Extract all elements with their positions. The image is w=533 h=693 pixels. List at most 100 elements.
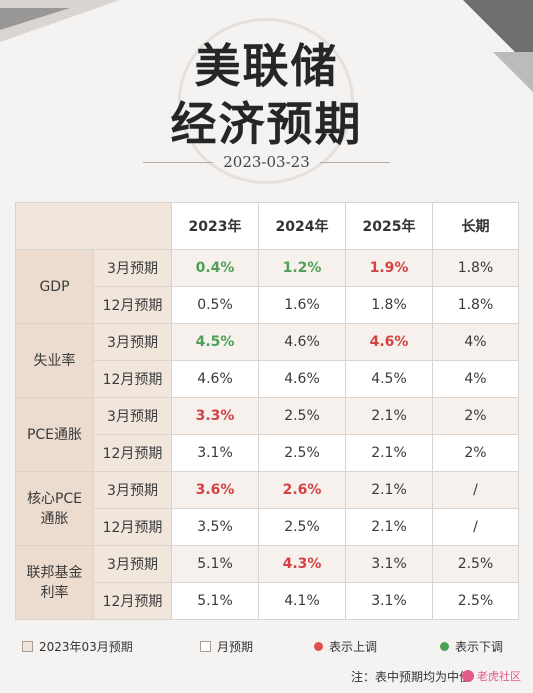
seal-watermark [178,18,354,184]
cell-value: 4.3% [282,556,322,572]
cell-value: 2% [464,445,487,461]
forecast-period-label: 12月预期 [93,434,172,472]
legend-white-label: 月预期 [217,640,254,654]
cell-value: 2.1% [371,445,407,461]
table-cell: 2% [432,434,519,472]
forecast-period-label: 12月预期 [93,508,172,546]
forecast-period-label: 12月预期 [93,286,172,324]
table-cell: 2.5% [258,508,346,546]
table-cell: 1.8% [432,249,519,287]
report-date: 2023-03-23 [223,153,310,171]
cell-value: 4.5% [371,371,407,387]
corner-decoration-right-inner [493,52,533,92]
metric-label-line: 通胀 [40,510,69,527]
cell-value: 3.3% [195,408,235,424]
page-title-line1: 美联储 [194,39,339,93]
cell-value: 1.8% [457,260,494,276]
cell-value: 1.8% [457,297,494,313]
table-cell: 4.5% [345,360,433,398]
cell-value: 2.5% [457,593,494,609]
table-cell: 2.5% [432,582,519,620]
table-row: GDP 3月预期 0.4% 1.2% 1.9% 1.8% [15,249,519,324]
forecast-period-label: 3月预期 [93,545,172,583]
cell-value: 3.1% [197,445,233,461]
table-cell: 4.3% [258,545,346,583]
table-cell: 2.6% [258,471,346,509]
table-cell: / [432,508,519,546]
table-cell: 1.8% [432,286,519,324]
metric-label: PCE通胀 [15,397,94,472]
cell-value: 0.5% [197,297,233,313]
cell-value: 1.2% [282,260,322,276]
footnote: 注：表中预期均为中值 [350,670,471,684]
forecast-period-label: 3月预期 [93,471,172,509]
cell-value: 4.6% [197,371,233,387]
watermark-badge-text: 老虎社区 [477,670,521,683]
cell-value: 4.6% [369,334,409,350]
cell-value: 5.1% [197,593,233,609]
table-cell: 0.4% [171,249,259,287]
table-cell: 3.3% [171,397,259,435]
forecast-table: 2023年 2024年 2025年 长期 GDP 3月预期 0.4% 1.2% 1.9%… [15,202,519,620]
metric-label: 核心PCE 通胀 [15,471,94,546]
forecast-period-label: 3月预期 [93,249,172,287]
cell-value: 1.8% [371,297,407,313]
forecast-period-label: 3月预期 [93,397,172,435]
table-row: 12月预期 0.5% 1.6% 1.8% 1.8% [16,286,519,324]
cell-value: 5.1% [197,556,233,572]
forecast-period-label: 12月预期 [93,582,172,620]
table-row: 12月预期 4.6% 4.6% 4.5% 4% [16,360,519,398]
cell-value: / [473,482,478,498]
table-cell: 4.6% [171,360,259,398]
table-cell: / [432,471,519,509]
legend-shaded-label: 2023年03月预期 [39,640,133,654]
cell-value: 0.4% [195,260,235,276]
metric-label-line: 联邦基金 [26,564,83,581]
table-cell: 4.6% [258,360,346,398]
forecast-period-label: 12月预期 [93,360,172,398]
legend-down-dot-icon [440,642,449,651]
table-cell: 4.6% [258,323,346,361]
table-cell: 3.1% [345,545,433,583]
metric-label: GDP [15,249,94,324]
cell-value: 3.5% [197,519,233,535]
tiger-logo-icon [462,670,474,682]
table-cell: 0.5% [171,286,259,324]
table-row: PCE通胀 3月预期 3.3% 2.5% 2.1% 2% [15,397,519,472]
table-corner [15,202,172,250]
table-cell: 3.6% [171,471,259,509]
table-row: 核心PCE 通胀 3月预期 3.6% 2.6% 2.1% / [15,471,519,546]
table-cell: 2.1% [345,508,433,546]
metric-label-line: GDP [39,278,70,295]
cell-value: 4% [464,371,487,387]
column-header: 2023年 [171,202,259,250]
cell-value: 1.6% [284,297,320,313]
table-row: 12月预期 3.1% 2.5% 2.1% 2% [16,434,519,472]
table-cell: 2.1% [345,471,433,509]
legend-white-swatch [200,641,211,652]
column-header: 2024年 [258,202,346,250]
table-cell: 3.5% [171,508,259,546]
cell-value: 2.5% [284,408,320,424]
table-row: 12月预期 3.5% 2.5% 2.1% / [16,508,519,546]
cell-value: 4.5% [195,334,235,350]
table-cell: 2.5% [258,397,346,435]
cell-value: 2.1% [371,519,407,535]
cell-value: 2.6% [282,482,322,498]
legend-up-dot-icon [314,642,323,651]
cell-value: 2.1% [371,408,407,424]
table-cell: 5.1% [171,582,259,620]
table-row: 12月预期 5.1% 4.1% 3.1% 2.5% [16,582,519,620]
table-cell: 2.1% [345,434,433,472]
page-title-line2: 经济预期 [170,97,363,151]
table-cell: 4.1% [258,582,346,620]
cell-value: 1.9% [369,260,409,276]
legend-up: 表示上调 [314,638,377,655]
cell-value: 4.6% [284,371,320,387]
cell-value: 2.5% [457,556,494,572]
corner-decoration-left-inner [0,8,70,30]
legend-down: 表示下调 [440,638,503,655]
metric-label-line: 失业率 [33,352,76,369]
divider-right [319,161,390,163]
legend-down-label: 表示下调 [455,640,504,654]
